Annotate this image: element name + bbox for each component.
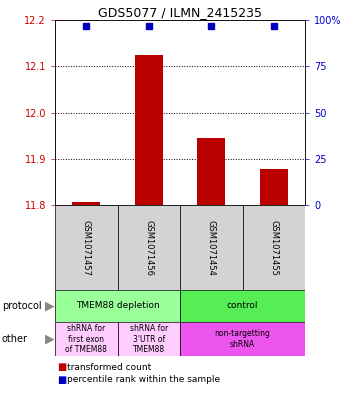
Text: ▶: ▶: [45, 299, 55, 312]
Bar: [180, 290, 305, 322]
Text: GSM1071454: GSM1071454: [207, 220, 216, 275]
Bar: [55, 290, 180, 322]
Text: control: control: [227, 301, 258, 310]
Title: GDS5077 / ILMN_2415235: GDS5077 / ILMN_2415235: [98, 6, 262, 19]
Text: TMEM88 depletion: TMEM88 depletion: [75, 301, 159, 310]
Bar: [180, 322, 305, 356]
Text: percentile rank within the sample: percentile rank within the sample: [67, 375, 220, 384]
Bar: [72, 202, 100, 205]
Bar: [135, 55, 163, 205]
Bar: [260, 169, 288, 205]
Text: shRNA for
first exon
of TMEM88: shRNA for first exon of TMEM88: [65, 324, 107, 354]
Bar: [55, 322, 118, 356]
Bar: [118, 205, 180, 290]
Text: ■: ■: [57, 362, 66, 372]
Bar: [242, 205, 305, 290]
Text: GSM1071455: GSM1071455: [269, 220, 278, 275]
Text: ▶: ▶: [45, 332, 55, 345]
Text: non-targetting
shRNA: non-targetting shRNA: [215, 329, 270, 349]
Bar: [180, 205, 242, 290]
Text: protocol: protocol: [2, 301, 41, 311]
Text: GSM1071457: GSM1071457: [82, 220, 91, 275]
Text: transformed count: transformed count: [67, 362, 151, 371]
Text: other: other: [2, 334, 28, 344]
Bar: [118, 322, 180, 356]
Text: shRNA for
3'UTR of
TMEM88: shRNA for 3'UTR of TMEM88: [130, 324, 168, 354]
Text: ■: ■: [57, 375, 66, 385]
Text: GSM1071456: GSM1071456: [144, 220, 153, 275]
Bar: [55, 205, 118, 290]
Bar: [197, 138, 225, 205]
